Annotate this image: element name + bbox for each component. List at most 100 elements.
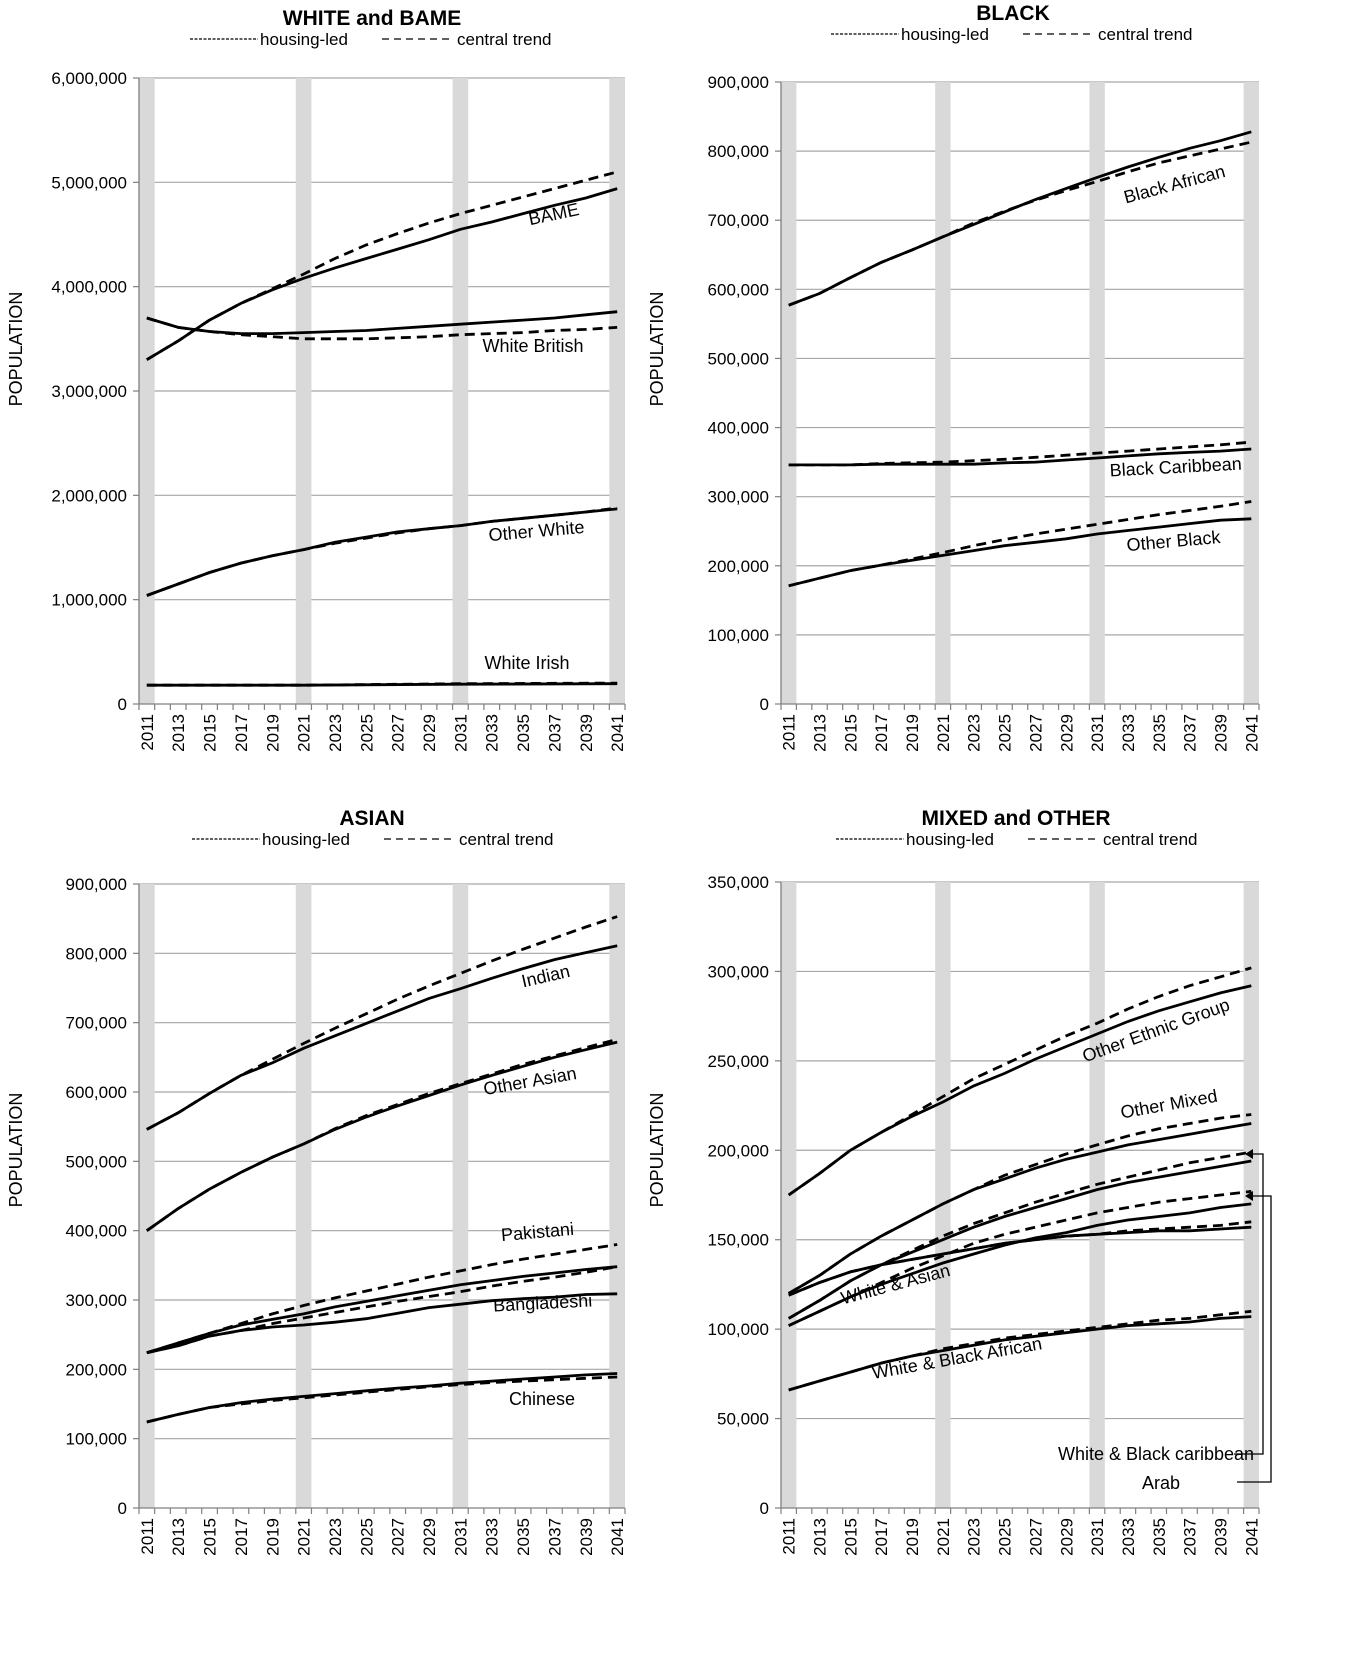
- series-bangladeshi-housing-led: [146, 1292, 618, 1355]
- series-other-ethnic-group-housing-led: [787, 984, 1252, 1197]
- series-label-arab: Arab: [1142, 1473, 1180, 1493]
- x-tick-label: 2021: [295, 1518, 314, 1556]
- series-label-other-mixed: Other Mixed: [1119, 1086, 1219, 1123]
- x-tick-label: 2023: [326, 1518, 345, 1556]
- x-tick-label: 2025: [357, 1518, 376, 1556]
- chart-panel-mixed-other: MIXED and OTHER housing-led central tren…: [641, 804, 1323, 1638]
- series-label-other-asian: Other Asian: [482, 1063, 578, 1099]
- x-tick-label: 2035: [514, 1518, 533, 1556]
- x-tick-label: 2023: [326, 714, 345, 752]
- shaded-band-2021: [295, 884, 312, 1508]
- y-tick-label: 0: [760, 1499, 769, 1518]
- series-label-chinese: Chinese: [509, 1389, 575, 1409]
- shaded-band-2031: [1089, 82, 1105, 704]
- x-tick-label: 2013: [811, 1518, 830, 1556]
- x-tick-label: 2029: [1057, 714, 1076, 752]
- x-tick-label: 2011: [138, 714, 157, 751]
- x-tick-label: 2025: [996, 1518, 1015, 1556]
- series-label-white-british: White British: [482, 336, 583, 356]
- x-tick-label: 2039: [577, 1518, 596, 1556]
- legend-housing-led-label: housing-led: [260, 30, 348, 49]
- x-tick-label: 2015: [201, 714, 220, 752]
- x-tick-label: 2027: [389, 714, 408, 752]
- x-tick-label: 2037: [545, 714, 564, 752]
- y-tick-label: 350,000: [708, 873, 769, 892]
- series-label-white-and-black-caribbean: White & Black caribbean: [1058, 1444, 1254, 1464]
- x-tick-label: 2041: [1242, 714, 1261, 752]
- legend-central-trend-label: central trend: [459, 830, 554, 849]
- x-tick-label: 2011: [138, 1518, 157, 1555]
- series-other-asian-housing-led: [145, 1040, 618, 1232]
- series-white-and-black-caribbean-housing-led: [787, 1159, 1252, 1320]
- series-other-black-central-trend: [788, 500, 1252, 588]
- x-tick-label: 2021: [295, 714, 314, 752]
- y-tick-label: 400,000: [66, 1222, 127, 1241]
- series-black-caribbean-central-trend: [788, 440, 1252, 467]
- series-indian-central-trend: [146, 915, 618, 1131]
- shaded-band-2031: [452, 78, 469, 704]
- series-black-african-housing-led: [788, 130, 1252, 307]
- x-tick-label: 2039: [1211, 1518, 1230, 1556]
- y-axis-label: POPULATION: [647, 1093, 667, 1208]
- x-tick-label: 2031: [1088, 1518, 1107, 1556]
- x-tick-label: 2027: [389, 1518, 408, 1556]
- y-tick-label: 1,000,000: [51, 591, 127, 610]
- shaded-band-2041: [609, 78, 625, 704]
- y-tick-label: 100,000: [708, 626, 769, 645]
- x-tick-label: 2033: [1119, 714, 1138, 752]
- x-tick-label: 2019: [903, 1518, 922, 1556]
- x-tick-label: 2033: [483, 1518, 502, 1556]
- x-tick-label: 2027: [1026, 714, 1045, 752]
- y-tick-label: 0: [118, 695, 127, 714]
- chart-svg-asian: ASIAN housing-led central trend POPULATI…: [6, 807, 627, 1556]
- y-tick-label: 0: [760, 695, 769, 714]
- chart-title: ASIAN: [339, 807, 404, 830]
- x-tick-label: 2015: [201, 1518, 220, 1556]
- y-tick-label: 900,000: [708, 73, 769, 92]
- x-tick-label: 2023: [965, 714, 984, 752]
- shaded-band-2021: [935, 882, 951, 1508]
- x-tick-label: 2017: [872, 1518, 891, 1556]
- series-black-african-central-trend: [788, 140, 1252, 307]
- series-white-british-housing-led: [146, 310, 618, 336]
- y-axis-label: POPULATION: [6, 292, 26, 407]
- x-tick-label: 2039: [577, 714, 596, 752]
- x-tick-label: 2027: [1026, 1518, 1045, 1556]
- series-arab-housing-led: [788, 1202, 1252, 1327]
- y-tick-label: 400,000: [708, 419, 769, 438]
- y-tick-label: 100,000: [708, 1320, 769, 1339]
- y-tick-label: 500,000: [66, 1152, 127, 1171]
- callout-line-white-black-caribbean: [1234, 1153, 1264, 1455]
- x-tick-label: 2019: [263, 1518, 282, 1556]
- y-tick-label: 300,000: [708, 962, 769, 981]
- shaded-band-2041: [609, 884, 625, 1508]
- series-bame-central-trend: [146, 170, 618, 361]
- legend-central-trend-label: central trend: [457, 30, 552, 49]
- series-indian-housing-led: [146, 944, 618, 1131]
- chart-svg-black: BLACK housing-led central trend POPULATI…: [647, 2, 1261, 752]
- shaded-band-2021: [935, 82, 951, 704]
- series-label-other-black: Other Black: [1126, 527, 1222, 555]
- y-tick-label: 300,000: [66, 1291, 127, 1310]
- y-tick-label: 200,000: [66, 1360, 127, 1379]
- y-tick-label: 900,000: [66, 875, 127, 894]
- chart-panel-black: BLACK housing-led central trend POPULATI…: [641, 0, 1323, 834]
- series-label-bangladeshi: Bangladeshi: [493, 1290, 593, 1315]
- y-tick-label: 50,000: [717, 1410, 769, 1429]
- x-tick-label: 2017: [232, 714, 251, 752]
- y-tick-label: 800,000: [708, 142, 769, 161]
- x-tick-label: 2019: [263, 714, 282, 752]
- x-tick-label: 2025: [996, 714, 1015, 752]
- series-other-mixed-central-trend: [787, 1113, 1252, 1295]
- shaded-band-2011: [781, 82, 797, 704]
- series-other-mixed-housing-led: [787, 1122, 1252, 1295]
- x-tick-label: 2037: [1181, 1518, 1200, 1556]
- callout-arrow-white-black-caribbean: [1245, 1149, 1253, 1159]
- x-tick-label: 2015: [841, 714, 860, 752]
- series-other-white-housing-led: [146, 507, 618, 597]
- y-axis-label: POPULATION: [6, 1093, 26, 1208]
- y-tick-label: 700,000: [708, 211, 769, 230]
- x-tick-label: 2031: [451, 714, 470, 752]
- series-black-caribbean-housing-led: [788, 447, 1252, 467]
- x-tick-label: 2037: [545, 1518, 564, 1556]
